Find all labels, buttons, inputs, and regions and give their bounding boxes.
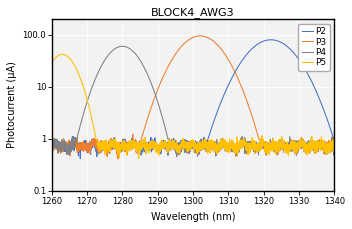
P5: [332, 142, 337, 145]
P3: [50, 144, 54, 147]
P5: [170, 141, 175, 144]
P4: [170, 147, 175, 150]
P2: [269, 38, 273, 41]
P2: [332, 140, 337, 143]
P2: [170, 143, 175, 145]
Line: P2: P2: [52, 40, 334, 158]
P3: [198, 35, 202, 37]
P3: [332, 147, 337, 150]
P5: [137, 157, 141, 160]
P4: [120, 45, 125, 48]
X-axis label: Wavelength (nm): Wavelength (nm): [151, 212, 235, 222]
Title: BLOCK4_AWG3: BLOCK4_AWG3: [151, 7, 235, 18]
P2: [99, 148, 103, 151]
P5: [99, 144, 103, 147]
P4: [50, 144, 54, 147]
P5: [50, 61, 54, 64]
Y-axis label: Photocurrent (μA): Photocurrent (μA): [7, 61, 17, 148]
P2: [82, 143, 86, 146]
P3: [158, 82, 162, 85]
P4: [99, 66, 103, 68]
P5: [296, 145, 301, 148]
P4: [175, 155, 179, 158]
P2: [296, 58, 301, 60]
P4: [332, 143, 337, 146]
P2: [327, 123, 331, 126]
P4: [82, 111, 86, 114]
Line: P4: P4: [52, 46, 334, 157]
P2: [78, 157, 82, 160]
P3: [99, 143, 103, 146]
P4: [327, 149, 331, 152]
P2: [50, 144, 54, 147]
P3: [296, 144, 301, 146]
P5: [327, 148, 331, 151]
P5: [82, 88, 86, 90]
Legend: P2, P3, P4, P5: P2, P3, P4, P5: [298, 24, 330, 71]
P3: [116, 157, 120, 160]
Line: P3: P3: [52, 36, 334, 159]
P4: [158, 109, 162, 112]
P4: [296, 139, 301, 142]
P5: [60, 53, 64, 56]
P5: [158, 141, 162, 143]
P3: [82, 147, 86, 150]
P3: [170, 57, 175, 60]
P3: [327, 144, 331, 147]
P2: [158, 144, 162, 146]
Line: P5: P5: [52, 54, 334, 158]
